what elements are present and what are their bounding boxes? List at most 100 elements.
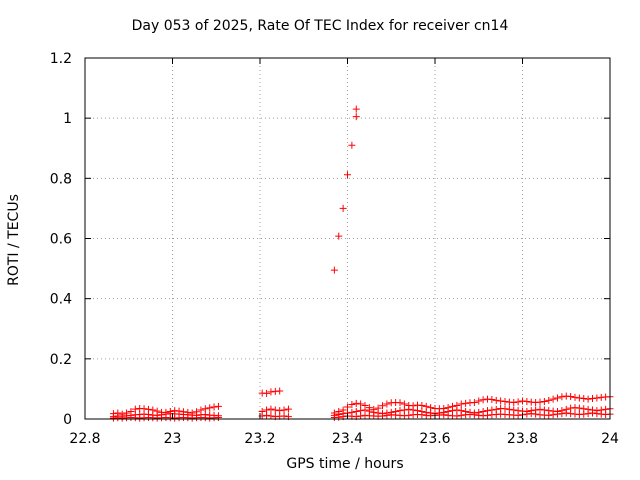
- data-point-marker: [540, 398, 548, 406]
- data-point-marker: [267, 388, 275, 396]
- data-point-marker: [501, 398, 509, 406]
- data-point-marker: [545, 396, 553, 404]
- data-point-marker: [470, 411, 478, 419]
- y-tick-label: 0.2: [50, 352, 72, 368]
- data-point-marker: [558, 393, 566, 401]
- data-point-marker: [510, 398, 518, 406]
- data-point-marker: [584, 395, 592, 403]
- data-point-marker: [352, 105, 360, 113]
- y-tick-label: 1.2: [50, 51, 72, 67]
- data-point-marker: [405, 411, 413, 419]
- data-point-marker: [453, 406, 461, 414]
- x-tick-label: 23.8: [507, 431, 538, 447]
- data-point-marker: [379, 412, 386, 420]
- x-tick-label: 22.8: [69, 431, 100, 447]
- data-point-marker: [335, 232, 343, 240]
- data-point-marker: [571, 404, 579, 412]
- data-point-marker: [523, 410, 531, 418]
- data-point-marker: [214, 413, 222, 421]
- chart-title: Day 053 of 2025, Rate Of TEC Index for r…: [131, 18, 509, 34]
- data-point-marker: [492, 396, 500, 404]
- data-point-marker: [593, 410, 601, 418]
- data-point-marker: [206, 404, 214, 412]
- data-point-marker: [344, 403, 351, 411]
- data-point-marker: [589, 395, 596, 403]
- data-point-marker: [400, 400, 408, 408]
- data-point-marker: [575, 394, 583, 402]
- data-point-marker: [497, 397, 505, 405]
- x-tick-label: 23.6: [419, 431, 450, 447]
- data-point-marker: [284, 405, 292, 413]
- data-point-marker: [589, 409, 596, 417]
- data-point-marker: [519, 397, 526, 405]
- data-point-marker: [514, 411, 522, 419]
- data-point-marker: [571, 393, 579, 401]
- data-point-marker: [457, 411, 465, 419]
- data-point-marker: [263, 411, 271, 419]
- data-point-marker: [280, 406, 288, 414]
- data-point-marker: [352, 399, 360, 407]
- data-point-marker: [383, 400, 391, 408]
- data-point-marker: [440, 411, 448, 419]
- y-tick-label: 0.4: [50, 292, 72, 308]
- data-point-marker: [210, 403, 218, 411]
- data-point-marker: [418, 401, 426, 409]
- y-tick-label: 0.6: [50, 232, 72, 248]
- data-point-marker: [562, 409, 570, 417]
- data-point-marker: [558, 410, 566, 418]
- data-point-marker: [453, 412, 461, 420]
- data-point-marker: [276, 387, 284, 395]
- data-point-marker: [554, 394, 561, 402]
- data-point-marker: [339, 204, 347, 212]
- data-point-marker: [484, 411, 491, 419]
- data-point-marker: [348, 401, 356, 409]
- data-point-marker: [280, 412, 288, 420]
- data-point-marker: [554, 410, 561, 418]
- data-point-marker: [335, 413, 343, 421]
- y-tick-label: 0: [63, 412, 72, 428]
- data-point-marker: [405, 405, 413, 413]
- data-point-marker: [527, 410, 535, 418]
- data-point-marker: [584, 410, 592, 418]
- data-point-marker: [545, 411, 553, 419]
- data-point-marker: [580, 410, 588, 418]
- data-point-marker: [549, 395, 557, 403]
- data-point-marker: [523, 398, 531, 406]
- data-point-marker: [532, 410, 540, 418]
- data-point-marker: [357, 412, 365, 420]
- data-point-marker: [396, 399, 404, 407]
- data-point-marker: [475, 397, 483, 405]
- data-point-marker: [383, 411, 391, 419]
- data-points: [109, 105, 614, 422]
- y-tick-label: 1: [63, 111, 72, 127]
- data-point-marker: [267, 412, 275, 420]
- data-point-marker: [271, 406, 279, 414]
- data-point-marker: [330, 266, 338, 274]
- data-point-marker: [422, 402, 430, 410]
- grid-lines: [85, 58, 610, 419]
- data-point-marker: [470, 398, 478, 406]
- data-point-marker: [267, 405, 275, 413]
- x-axis-label: GPS time / hours: [286, 456, 404, 472]
- axis-ticks: 22.8 23 23.2 23.4 23.6 23.8 24 0 0.2 0.4 0.6 0.8 1 1.…: [50, 51, 619, 447]
- data-point-marker: [418, 411, 426, 419]
- data-point-marker: [580, 395, 588, 403]
- data-point-marker: [462, 399, 470, 407]
- y-tick-label: 0.8: [50, 171, 72, 187]
- x-tick-label: 23.2: [244, 431, 275, 447]
- data-point-marker: [549, 411, 557, 419]
- data-point-marker: [352, 113, 360, 121]
- data-point-marker: [344, 171, 351, 179]
- data-point-marker: [457, 400, 465, 408]
- data-point-marker: [536, 398, 544, 406]
- data-point-marker: [479, 396, 487, 404]
- data-point-marker: [593, 394, 601, 402]
- data-point-marker: [357, 400, 365, 408]
- data-point-marker: [379, 402, 386, 410]
- data-point-marker: [214, 402, 222, 410]
- x-tick-label: 24: [601, 431, 619, 447]
- data-point-marker: [514, 398, 522, 406]
- x-tick-label: 23: [164, 431, 182, 447]
- x-tick-label: 23.4: [332, 431, 363, 447]
